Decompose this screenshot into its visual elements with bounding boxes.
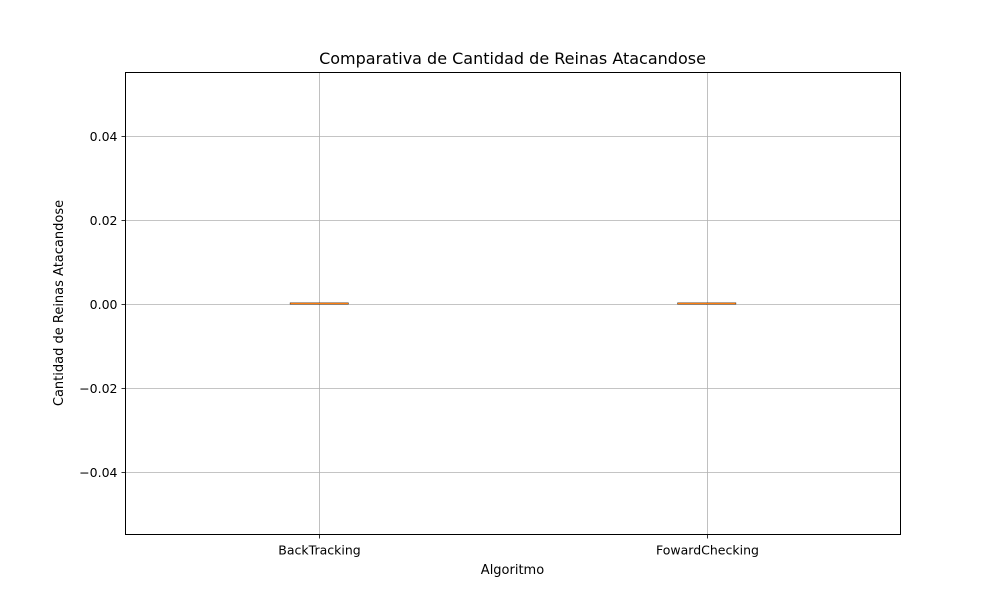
- x-tick-label: BackTracking: [278, 543, 360, 558]
- y-ticks: −0.04 −0.02 0.00 0.02 0.04: [79, 129, 126, 480]
- box-BackTracking: [289, 302, 349, 305]
- boxes: [289, 302, 737, 305]
- y-tick-label: −0.02: [79, 381, 117, 396]
- y-tick-label: −0.04: [79, 465, 117, 480]
- grid: [125, 72, 901, 535]
- y-tick-label: 0.00: [90, 297, 118, 312]
- y-axis-label: Cantidad de Reinas Atacandose: [52, 200, 67, 406]
- y-tick-label: 0.04: [90, 129, 118, 144]
- x-axis-label: Algoritmo: [481, 563, 544, 578]
- box-FowardChecking: [677, 302, 737, 305]
- plot-frame: [125, 72, 901, 535]
- chart-title: Comparativa de Cantidad de Reinas Atacan…: [319, 49, 706, 68]
- y-tick-label: 0.02: [90, 213, 118, 228]
- x-tick-label: FowardChecking: [656, 543, 759, 558]
- x-ticks: BackTracking FowardChecking: [278, 534, 759, 558]
